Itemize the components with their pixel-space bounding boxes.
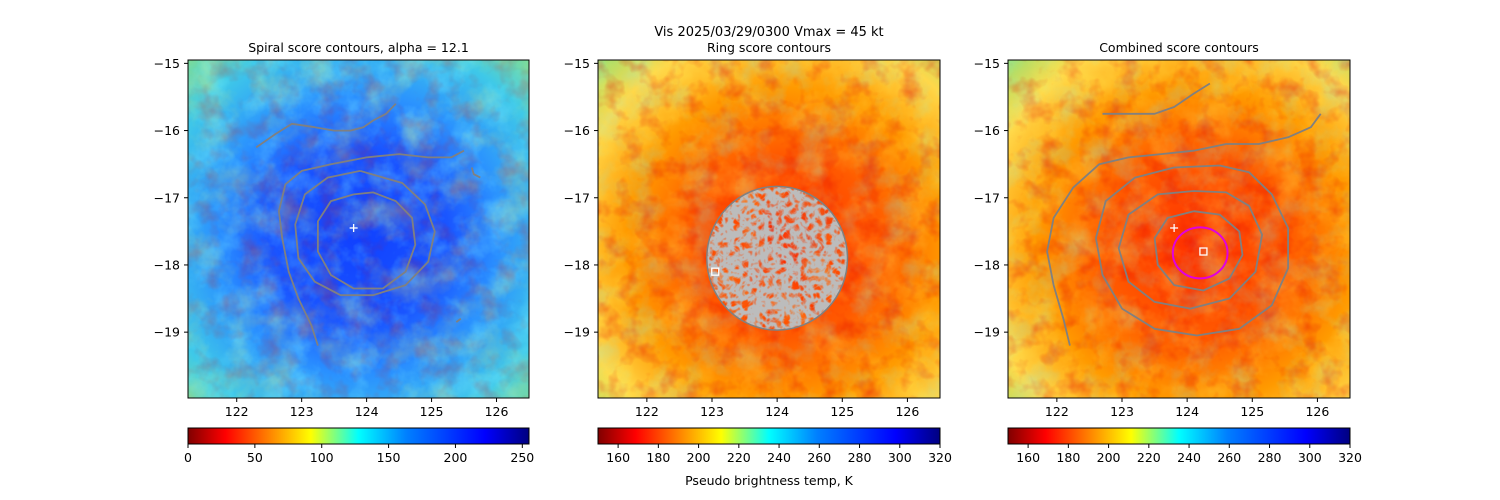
colorbar-tick-label: 50 bbox=[247, 450, 263, 465]
y-tick-label: −16 bbox=[564, 123, 590, 138]
x-tick-label: 126 bbox=[895, 404, 919, 419]
colorbar-tick-label: 240 bbox=[1177, 450, 1201, 465]
panel-title-ring: Ring score contours bbox=[707, 40, 831, 55]
colorbar-tick-label: 320 bbox=[928, 450, 952, 465]
heatmap-ring bbox=[598, 60, 940, 398]
colorbar-tick-label: 0 bbox=[184, 450, 192, 465]
colorbar-tick-label: 260 bbox=[807, 450, 831, 465]
heatmap-spiral bbox=[188, 60, 529, 398]
center-plus-marker bbox=[1170, 223, 1179, 232]
contour-outer-arc bbox=[255, 103, 397, 149]
colorbar-tick-label: 280 bbox=[1258, 450, 1282, 465]
x-tick-label: 124 bbox=[355, 404, 379, 419]
x-tick-label: 125 bbox=[830, 404, 854, 419]
axes-frame-ring bbox=[597, 59, 941, 399]
panel-ring: Ring score contours 122 123 124 125 126 −15 −1… bbox=[564, 40, 952, 488]
y-tick-label: −19 bbox=[564, 325, 590, 340]
colorbar-tick-label: 320 bbox=[1338, 450, 1362, 465]
colorbar-spiral: 0 50 100 150 200 250 bbox=[184, 427, 534, 465]
colorbar-combined: 160 180 200 220 240 260 280 300 320 bbox=[1007, 427, 1362, 465]
panel-combined: Combined score contours 122 123 124 125 126 −… bbox=[974, 40, 1362, 465]
colorbar-tick-label: 220 bbox=[1137, 450, 1161, 465]
colorbar-tick-label: 160 bbox=[1016, 450, 1040, 465]
y-tick-label: −17 bbox=[154, 190, 180, 205]
contour-east-arc bbox=[470, 167, 481, 179]
colorbar-tick-label: 300 bbox=[1298, 450, 1322, 465]
colorbar-tick-label: 220 bbox=[727, 450, 751, 465]
x-tick-label: 125 bbox=[1240, 404, 1264, 419]
panel-spiral: Spiral score contours, alpha = 12.1 122 1… bbox=[154, 40, 535, 465]
x-tick-label: 122 bbox=[225, 404, 249, 419]
colorbar-tick-label: 180 bbox=[1056, 450, 1080, 465]
ring-score-contour-cluster bbox=[706, 186, 848, 331]
magenta-best-fit-circle bbox=[1171, 226, 1229, 280]
x-tick-label: 125 bbox=[420, 404, 444, 419]
contour-core-ring bbox=[317, 191, 417, 290]
x-tick-label: 126 bbox=[485, 404, 509, 419]
ring-score-contour-edge bbox=[706, 185, 849, 331]
x-tick-label: 123 bbox=[290, 404, 314, 419]
y-tick-label: −19 bbox=[974, 325, 1000, 340]
center-plus-marker bbox=[349, 223, 358, 232]
colorbar-tick-label: 180 bbox=[646, 450, 670, 465]
colorbar-tick-label: 100 bbox=[310, 450, 334, 465]
contour-upper-spiral bbox=[1046, 113, 1322, 346]
y-tick-label: −17 bbox=[564, 190, 590, 205]
panel-title-combined: Combined score contours bbox=[1099, 40, 1259, 55]
y-tick-label: −16 bbox=[974, 123, 1000, 138]
colorbar-tick-label: 200 bbox=[444, 450, 468, 465]
colorbar-tick-label: 150 bbox=[377, 450, 401, 465]
y-tick-label: −18 bbox=[974, 257, 1000, 272]
x-tick-label: 124 bbox=[765, 404, 789, 419]
contour-se-tick bbox=[455, 317, 462, 323]
center-square-marker bbox=[711, 267, 720, 276]
colorbar-tick-label: 250 bbox=[510, 450, 534, 465]
colorbar-tick-label: 160 bbox=[606, 450, 630, 465]
colorbar-tick-label: 200 bbox=[687, 450, 711, 465]
x-tick-label: 122 bbox=[635, 404, 659, 419]
y-tick-label: −15 bbox=[564, 56, 590, 71]
colorbar-ring: 160 180 200 220 240 260 280 300 320 bbox=[597, 427, 952, 465]
figure-suptitle: Vis 2025/03/29/0300 Vmax = 45 kt bbox=[654, 25, 883, 40]
contour-middle-spiral bbox=[278, 149, 465, 346]
panel-title-spiral: Spiral score contours, alpha = 12.1 bbox=[248, 40, 469, 55]
contour-second-ring bbox=[1117, 190, 1263, 310]
colorbar-label: Pseudo brightness temp, K bbox=[685, 473, 854, 488]
contour-outer-ring bbox=[1095, 164, 1289, 337]
colorbar-tick-label: 280 bbox=[848, 450, 872, 465]
x-tick-label: 123 bbox=[1110, 404, 1134, 419]
colorbar-tick-label: 240 bbox=[767, 450, 791, 465]
colorbar-tick-label: 200 bbox=[1097, 450, 1121, 465]
y-tick-label: −18 bbox=[154, 257, 180, 272]
y-tick-label: −16 bbox=[154, 123, 180, 138]
contour-third-ring bbox=[1153, 210, 1244, 292]
contour-top-arc bbox=[1102, 82, 1211, 115]
y-tick-label: −15 bbox=[974, 56, 1000, 71]
axes-frame-combined bbox=[1007, 59, 1351, 399]
contour-inner-ring bbox=[294, 170, 436, 297]
heatmap-combined bbox=[1008, 60, 1350, 398]
colorbar-tick-label: 300 bbox=[888, 450, 912, 465]
colorbar-tick-label: 260 bbox=[1217, 450, 1241, 465]
axes-frame-spiral bbox=[187, 59, 530, 399]
y-tick-label: −18 bbox=[564, 257, 590, 272]
center-square-marker bbox=[1199, 247, 1208, 256]
x-tick-label: 126 bbox=[1305, 404, 1329, 419]
y-tick-label: −19 bbox=[154, 325, 180, 340]
y-tick-label: −15 bbox=[154, 56, 180, 71]
x-tick-label: 123 bbox=[700, 404, 724, 419]
y-tick-label: −17 bbox=[974, 190, 1000, 205]
x-tick-label: 124 bbox=[1175, 404, 1199, 419]
x-tick-label: 122 bbox=[1045, 404, 1069, 419]
